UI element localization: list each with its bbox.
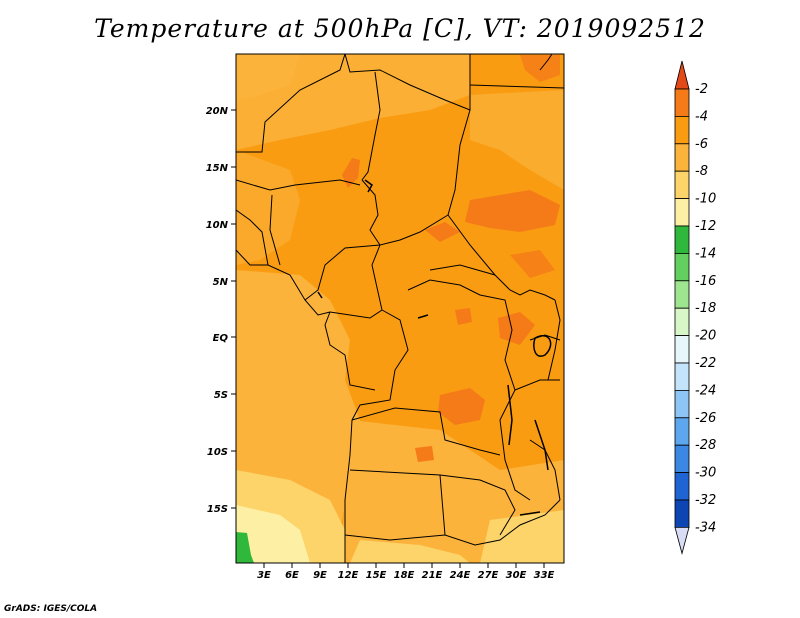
- colorbar-label: -20: [695, 329, 716, 344]
- colorbar-label: -12: [695, 219, 716, 234]
- field-nw-light: [236, 54, 300, 100]
- field-hot-6: [520, 55, 560, 82]
- colorbar-label: -24: [695, 383, 716, 398]
- colorbar-label: -30: [695, 466, 716, 481]
- colorbar-label: -18: [695, 301, 716, 316]
- colorbar-segment: [674, 143, 690, 172]
- coast-island: [317, 291, 323, 299]
- temperature-field: [236, 54, 564, 563]
- colorbar-segment: [674, 362, 690, 391]
- field-hot-8: [415, 446, 434, 462]
- lon-label: 18E: [394, 570, 415, 581]
- lon-label: 21E: [422, 570, 443, 581]
- field-south-yellow: [350, 540, 470, 563]
- lon-label: 9E: [313, 570, 327, 581]
- lake-kariba: [519, 511, 541, 516]
- colorbar-label: -16: [695, 274, 716, 289]
- lon-label: 6E: [285, 570, 299, 581]
- field-green-patch: [236, 532, 254, 563]
- colorbar-label: -10: [695, 192, 716, 207]
- field-hot-4: [438, 388, 485, 425]
- colorbar-label: -28: [695, 438, 716, 453]
- colorbar-segment: [674, 198, 690, 227]
- lake-malawi: [534, 419, 549, 471]
- lon-label: 12E: [338, 570, 359, 581]
- lon-label: 3E: [257, 570, 271, 581]
- colorbar-label: -2: [695, 82, 708, 97]
- colorbar-segment: [674, 280, 690, 309]
- country-borders: [236, 54, 564, 563]
- colorbar-segment: [674, 335, 690, 364]
- field-hot-5: [498, 312, 535, 345]
- colorbar-segment: [674, 307, 690, 337]
- colorbar-segment: [674, 389, 690, 419]
- map-frame: [235, 53, 565, 564]
- lat-label: 15S: [207, 504, 228, 515]
- lakes: [317, 179, 552, 516]
- field-ne-light: [470, 90, 564, 190]
- lat-label: 15N: [206, 163, 229, 174]
- lat-label: 10N: [206, 220, 229, 231]
- field-sw-cream: [236, 505, 310, 563]
- lat-label: EQ: [213, 333, 229, 344]
- colorbar-label: -22: [695, 356, 716, 371]
- colorbar-segment: [674, 499, 690, 528]
- colorbar-label: -8: [695, 164, 708, 179]
- colorbar-label: -26: [695, 411, 716, 426]
- river-congo: [417, 314, 429, 319]
- field-hot-3: [425, 222, 460, 242]
- field-hot-9: [455, 308, 472, 325]
- lon-label: 27E: [478, 570, 499, 581]
- map-title: Temperature at 500hPa [C], VT: 201909251…: [94, 14, 706, 43]
- field-west-light: [236, 270, 360, 540]
- lon-label: 33E: [534, 570, 555, 581]
- colorbar-label: -14: [695, 246, 716, 261]
- latitude-axis: 20N 15N 10N 5N EQ 5S 10S 15S: [206, 106, 236, 515]
- colorbar-segment: [674, 116, 690, 145]
- field-hot-2: [465, 190, 560, 232]
- grads-credit: GrADS: IGES/COLA: [4, 604, 98, 614]
- lake-victoria: [533, 335, 552, 357]
- lat-label: 5N: [213, 277, 229, 288]
- lon-label: 30E: [506, 570, 527, 581]
- colorbar-segment: [674, 444, 690, 474]
- field-hot-7: [510, 250, 555, 278]
- field-hot-1: [342, 158, 360, 188]
- lon-label: 15E: [366, 570, 387, 581]
- field-westafrica-light: [236, 150, 300, 265]
- lat-label: 20N: [206, 106, 229, 117]
- colorbar-segment: [674, 225, 690, 254]
- colorbar-top-triangle: [674, 60, 690, 90]
- colorbar-segment: [674, 252, 690, 282]
- lake-chad: [364, 179, 373, 193]
- lake-tanganyika: [507, 384, 513, 446]
- field-north-warm: [236, 54, 470, 150]
- lat-label: 10S: [207, 447, 228, 458]
- lat-label: 5S: [214, 390, 228, 401]
- colorbar-label: -32: [695, 493, 716, 508]
- colorbar-label: -34: [695, 520, 716, 535]
- colorbar-segment: [674, 472, 690, 501]
- colorbar: -2 -4 -6 -8 -10 -12 -14 -16 -18 -20 -22 -24 -26 -28 -3…: [674, 60, 716, 555]
- colorbar-segment: [674, 170, 690, 199]
- colorbar-segment: [674, 88, 690, 117]
- colorbar-segment: [674, 417, 690, 446]
- colorbar-bottom-triangle: [674, 527, 690, 555]
- field-se-yellow: [480, 510, 564, 563]
- colorbar-label: -6: [695, 137, 708, 152]
- longitude-axis: 3E 6E 9E 12E 15E 18E 21E 24E 27E 30E 33E: [257, 563, 555, 581]
- colorbar-label: -4: [695, 109, 708, 124]
- lon-label: 24E: [450, 570, 471, 581]
